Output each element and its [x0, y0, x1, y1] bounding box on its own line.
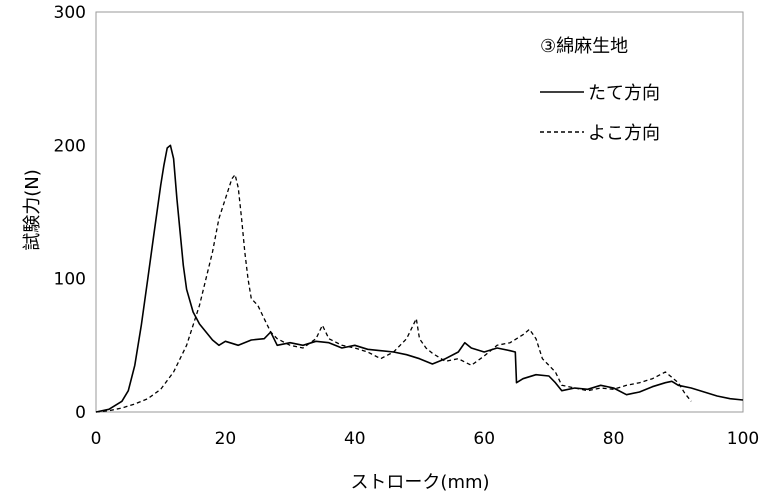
- series-layer: [95, 144, 744, 413]
- y-tick-label: 0: [75, 403, 86, 423]
- x-axis-label: ストローク(mm): [350, 472, 489, 493]
- x-tick-labels: 0 20 40 60 80 100: [91, 429, 760, 449]
- x-tick-label: 0: [91, 429, 102, 449]
- y-tick-labels: 0 100 200 300: [54, 3, 86, 423]
- legend-label-yoko: よこ方向: [588, 123, 660, 144]
- x-tick-label: 80: [603, 429, 625, 449]
- series-line-yoko: [95, 174, 692, 413]
- x-tick-label: 40: [344, 429, 366, 449]
- x-tick-label: 60: [473, 429, 495, 449]
- legend-title: ③綿麻生地: [540, 36, 628, 57]
- series-line-tate: [95, 144, 744, 413]
- x-tick-label: 100: [727, 429, 759, 449]
- y-tick-label: 300: [54, 3, 86, 23]
- legend: ③綿麻生地 たて方向 よこ方向: [540, 36, 660, 144]
- y-tick-label: 200: [54, 136, 86, 156]
- y-axis-label: 試験力(N): [22, 169, 43, 251]
- plot-frame: [95, 11, 744, 413]
- y-tick-label: 100: [54, 270, 86, 290]
- x-tick-label: 20: [215, 429, 237, 449]
- legend-label-tate: たて方向: [588, 83, 660, 104]
